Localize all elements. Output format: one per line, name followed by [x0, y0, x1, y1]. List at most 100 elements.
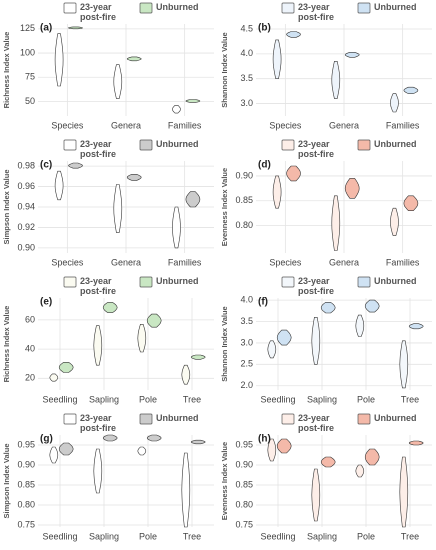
x-tick-label: Seedling	[42, 531, 77, 541]
y-tick-label: 0.85	[235, 479, 253, 489]
x-tick-label: Seedling	[260, 394, 295, 404]
panel-label: (h)	[258, 434, 271, 445]
x-tick-label: Pole	[357, 394, 375, 404]
x-tick-label: Pole	[357, 531, 375, 541]
violin	[399, 340, 409, 389]
x-tick-label: Genera	[329, 120, 359, 130]
violin	[181, 364, 191, 385]
legend-label-box: Unburned	[374, 2, 417, 12]
violin	[390, 207, 399, 236]
violin	[272, 175, 282, 209]
y-tick-label: 40	[25, 343, 35, 353]
violin	[93, 448, 103, 494]
legend-label-box: Unburned	[374, 139, 417, 149]
y-tick-label: 50	[25, 96, 35, 106]
violin	[102, 434, 118, 442]
legend-swatch	[281, 139, 295, 151]
y-tick-label: 0.80	[235, 220, 253, 230]
legend-swatch	[63, 139, 77, 151]
violin	[276, 438, 292, 454]
violin	[403, 86, 419, 94]
legend-swatch	[63, 413, 77, 425]
panel-label: (e)	[40, 297, 52, 308]
violin	[320, 302, 336, 314]
y-axis-label: Simpson Index Value	[2, 443, 11, 518]
legend-swatch	[281, 2, 295, 14]
legend-label-box: 23-year post-fire	[80, 139, 116, 159]
legend-swatch	[139, 413, 153, 425]
violin	[399, 456, 409, 528]
y-tick-label: 0.90	[235, 459, 253, 469]
legend-label: Unburned	[374, 276, 417, 286]
violin	[113, 184, 123, 233]
x-tick-label: Genera	[111, 257, 141, 267]
violin	[137, 324, 147, 353]
y-axis-label: Evenness Index Value	[220, 442, 229, 520]
violin	[320, 456, 336, 468]
x-tick-label: Tree	[401, 394, 419, 404]
legend-label: 23-year post-fire	[80, 139, 116, 159]
x-tick-label: Families	[386, 257, 420, 267]
violin	[185, 191, 201, 208]
legend-label: 23-year post-fire	[298, 139, 334, 159]
y-tick-label: 0.75	[17, 519, 35, 529]
y-tick-label: 3.5	[240, 316, 253, 326]
legend-label-box: 23-year post-fire	[298, 413, 334, 433]
violin	[126, 174, 142, 181]
violin	[286, 165, 301, 182]
legend-swatch	[357, 2, 371, 14]
y-tick-label: 0.96	[17, 181, 35, 191]
violin	[146, 434, 162, 442]
y-tick-label: 2.0	[240, 380, 253, 390]
x-tick-label: Species	[269, 120, 302, 130]
violin	[54, 33, 64, 87]
y-tick-label: 0.80	[17, 499, 35, 509]
y-tick-label: 100	[20, 47, 35, 57]
legend-swatch	[139, 139, 153, 151]
y-tick-label: 0.90	[17, 459, 35, 469]
violin	[146, 313, 162, 328]
x-tick-label: Pole	[139, 394, 157, 404]
y-tick-label: 3.0	[240, 337, 253, 347]
x-tick-label: Seedling	[42, 394, 77, 404]
legend-label: 23-year post-fire	[80, 413, 116, 433]
x-tick-label: Families	[168, 257, 202, 267]
legend-label-box: Unburned	[156, 2, 199, 12]
violin	[286, 31, 301, 38]
y-axis-label: Shannon Index Value	[220, 32, 229, 107]
violin	[190, 439, 206, 445]
violin	[311, 468, 321, 522]
legend-label-box: 23-year post-fire	[80, 276, 116, 296]
x-tick-label: Species	[51, 257, 84, 267]
legend-label: Unburned	[374, 2, 417, 12]
legend-label: 23-year post-fire	[80, 276, 116, 296]
legend-swatch	[139, 2, 153, 14]
x-tick-label: Genera	[111, 120, 141, 130]
x-tick-label: Pole	[139, 531, 157, 541]
violin	[344, 178, 360, 199]
x-tick-label: Tree	[401, 531, 419, 541]
legend-label-box: Unburned	[156, 413, 199, 423]
y-tick-label: 2.5	[240, 359, 253, 369]
legend-swatch	[357, 413, 371, 425]
violin	[272, 39, 282, 79]
violin	[113, 64, 123, 99]
legend-label: Unburned	[374, 139, 417, 149]
y-tick-label: 0.90	[17, 242, 35, 252]
violin	[331, 61, 341, 99]
y-tick-label: 0.94	[17, 201, 35, 211]
x-tick-label: Sapling	[89, 531, 119, 541]
panel-label: (b)	[258, 23, 271, 34]
legend-label-box: 23-year post-fire	[80, 2, 116, 22]
panel-label: (g)	[40, 434, 53, 445]
y-tick-label: 3.5	[240, 73, 253, 83]
y-tick-label: 20	[25, 373, 35, 383]
legend-label-box: 23-year post-fire	[298, 2, 334, 22]
legend-label: 23-year post-fire	[80, 2, 116, 22]
legend-label-box: Unburned	[374, 276, 417, 286]
violin	[181, 452, 191, 528]
y-tick-label: 0.98	[17, 160, 35, 170]
violin	[190, 354, 206, 360]
violin	[344, 52, 360, 58]
x-tick-label: Seedling	[260, 531, 295, 541]
